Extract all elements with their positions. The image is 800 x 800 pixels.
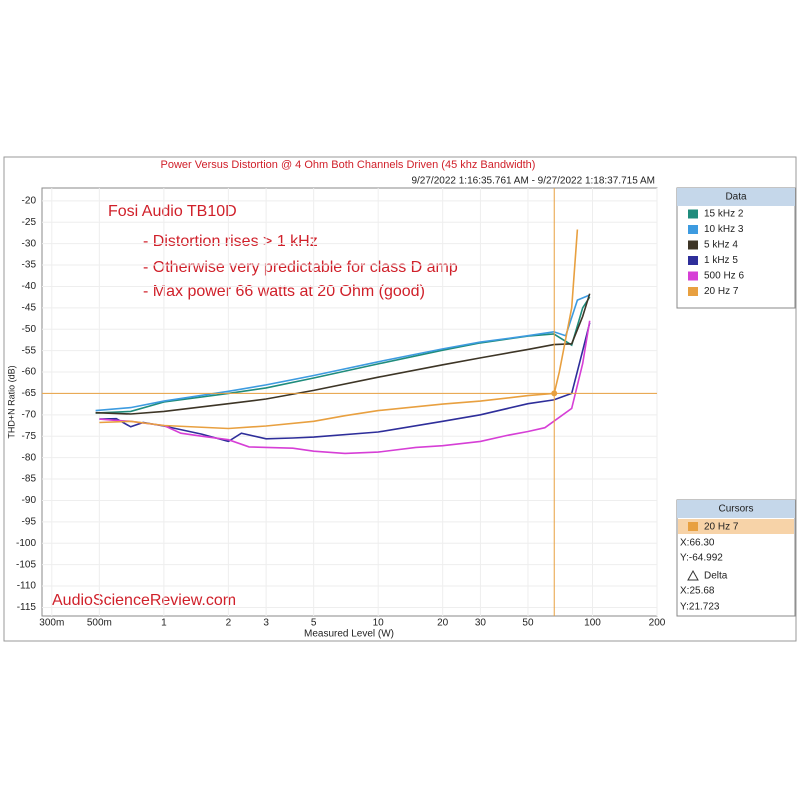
legend-label: 10 kHz 3 xyxy=(704,224,744,235)
y-tick-label: -115 xyxy=(17,602,37,613)
chart-subtitle: 9/27/2022 1:16:35.761 AM - 9/27/2022 1:1… xyxy=(411,176,655,187)
delta-icon xyxy=(687,569,699,581)
series-line xyxy=(95,293,591,415)
y-tick-label: -110 xyxy=(17,581,37,592)
cursor-delta: Delta xyxy=(704,571,728,582)
legend-title: Data xyxy=(725,192,747,203)
y-tick-label: -35 xyxy=(22,260,37,271)
x-axis-label: Measured Level (W) xyxy=(304,629,394,640)
y-tick-label: -45 xyxy=(22,302,37,313)
series-line xyxy=(99,322,591,443)
legend-header xyxy=(677,188,795,206)
cursor-title: Cursors xyxy=(718,504,753,515)
cursor-x: X:66.30 xyxy=(680,538,715,549)
y-tick-label: -95 xyxy=(22,516,37,527)
legend-swatch xyxy=(688,256,698,265)
x-tick-label: 30 xyxy=(475,618,487,629)
annotation: - Distortion rises > 1 kHz xyxy=(143,233,318,250)
y-tick-label: -70 xyxy=(22,409,37,420)
series-line xyxy=(99,320,591,455)
y-tick-label: -100 xyxy=(16,538,36,549)
cursor-point xyxy=(551,390,558,397)
legend-label: 15 kHz 2 xyxy=(704,209,744,220)
y-tick-label: -85 xyxy=(22,474,37,485)
series-line xyxy=(95,294,591,412)
legend-swatch xyxy=(688,287,698,296)
legend-swatch xyxy=(688,240,698,250)
cursor-dx: X:25.68 xyxy=(680,586,715,597)
chart-frame xyxy=(3,156,797,642)
legend-swatch xyxy=(688,225,698,234)
legend-label: 20 Hz 7 xyxy=(704,286,739,297)
y-tick-label: -40 xyxy=(22,281,37,292)
y-tick-label: -65 xyxy=(22,388,37,399)
annotation: - Otherwise very predictable for class D… xyxy=(143,259,458,276)
y-tick-label: -25 xyxy=(22,217,37,228)
legend-swatch xyxy=(688,209,698,219)
cursor-series: 20 Hz 7 xyxy=(704,522,739,533)
legend-label: 1 kHz 5 xyxy=(704,255,738,266)
chart-title: Power Versus Distortion @ 4 Ohm Both Cha… xyxy=(161,159,536,171)
cursor-header xyxy=(677,500,795,518)
cursor-row[interactable] xyxy=(678,519,794,534)
legend-swatch xyxy=(688,271,698,281)
x-tick-label: 5 xyxy=(311,618,317,629)
y-tick-label: -50 xyxy=(22,324,37,335)
x-tick-label: 100 xyxy=(584,618,601,629)
series-line xyxy=(95,296,591,414)
cursor-y: Y:-64.992 xyxy=(680,553,723,564)
legend-label: 500 Hz 6 xyxy=(704,271,744,282)
annotation: Fosi Audio TB10D xyxy=(108,203,237,220)
x-tick-label: 200 xyxy=(649,618,666,629)
x-tick-label: 20 xyxy=(437,618,449,629)
x-tick-label: 300m xyxy=(39,618,64,629)
y-axis-label: THD+N Ratio (dB) xyxy=(6,365,16,438)
watermark: AudioScienceReview.com xyxy=(52,592,236,609)
plot-area xyxy=(41,187,658,617)
x-tick-label: 50 xyxy=(522,618,534,629)
x-tick-label: 2 xyxy=(226,618,232,629)
x-tick-label: 3 xyxy=(263,618,269,629)
y-tick-label: -20 xyxy=(22,195,37,206)
x-tick-label: 1 xyxy=(161,618,167,629)
cursor-swatch xyxy=(688,522,698,531)
y-tick-label: -60 xyxy=(22,367,37,378)
cursor-dy: Y:21.723 xyxy=(680,602,720,613)
x-tick-label: 500m xyxy=(87,618,112,629)
y-tick-label: -80 xyxy=(22,452,37,463)
annotation: - Max power 66 watts at 20 Ohm (good) xyxy=(143,283,425,300)
legend-label: 5 kHz 4 xyxy=(704,240,738,251)
y-tick-label: -55 xyxy=(22,345,37,356)
y-tick-label: -90 xyxy=(22,495,37,506)
y-tick-label: -30 xyxy=(22,238,37,249)
y-tick-label: -75 xyxy=(22,431,37,442)
y-tick-label: -105 xyxy=(16,559,36,570)
x-tick-label: 10 xyxy=(373,618,385,629)
series-line xyxy=(99,229,579,430)
